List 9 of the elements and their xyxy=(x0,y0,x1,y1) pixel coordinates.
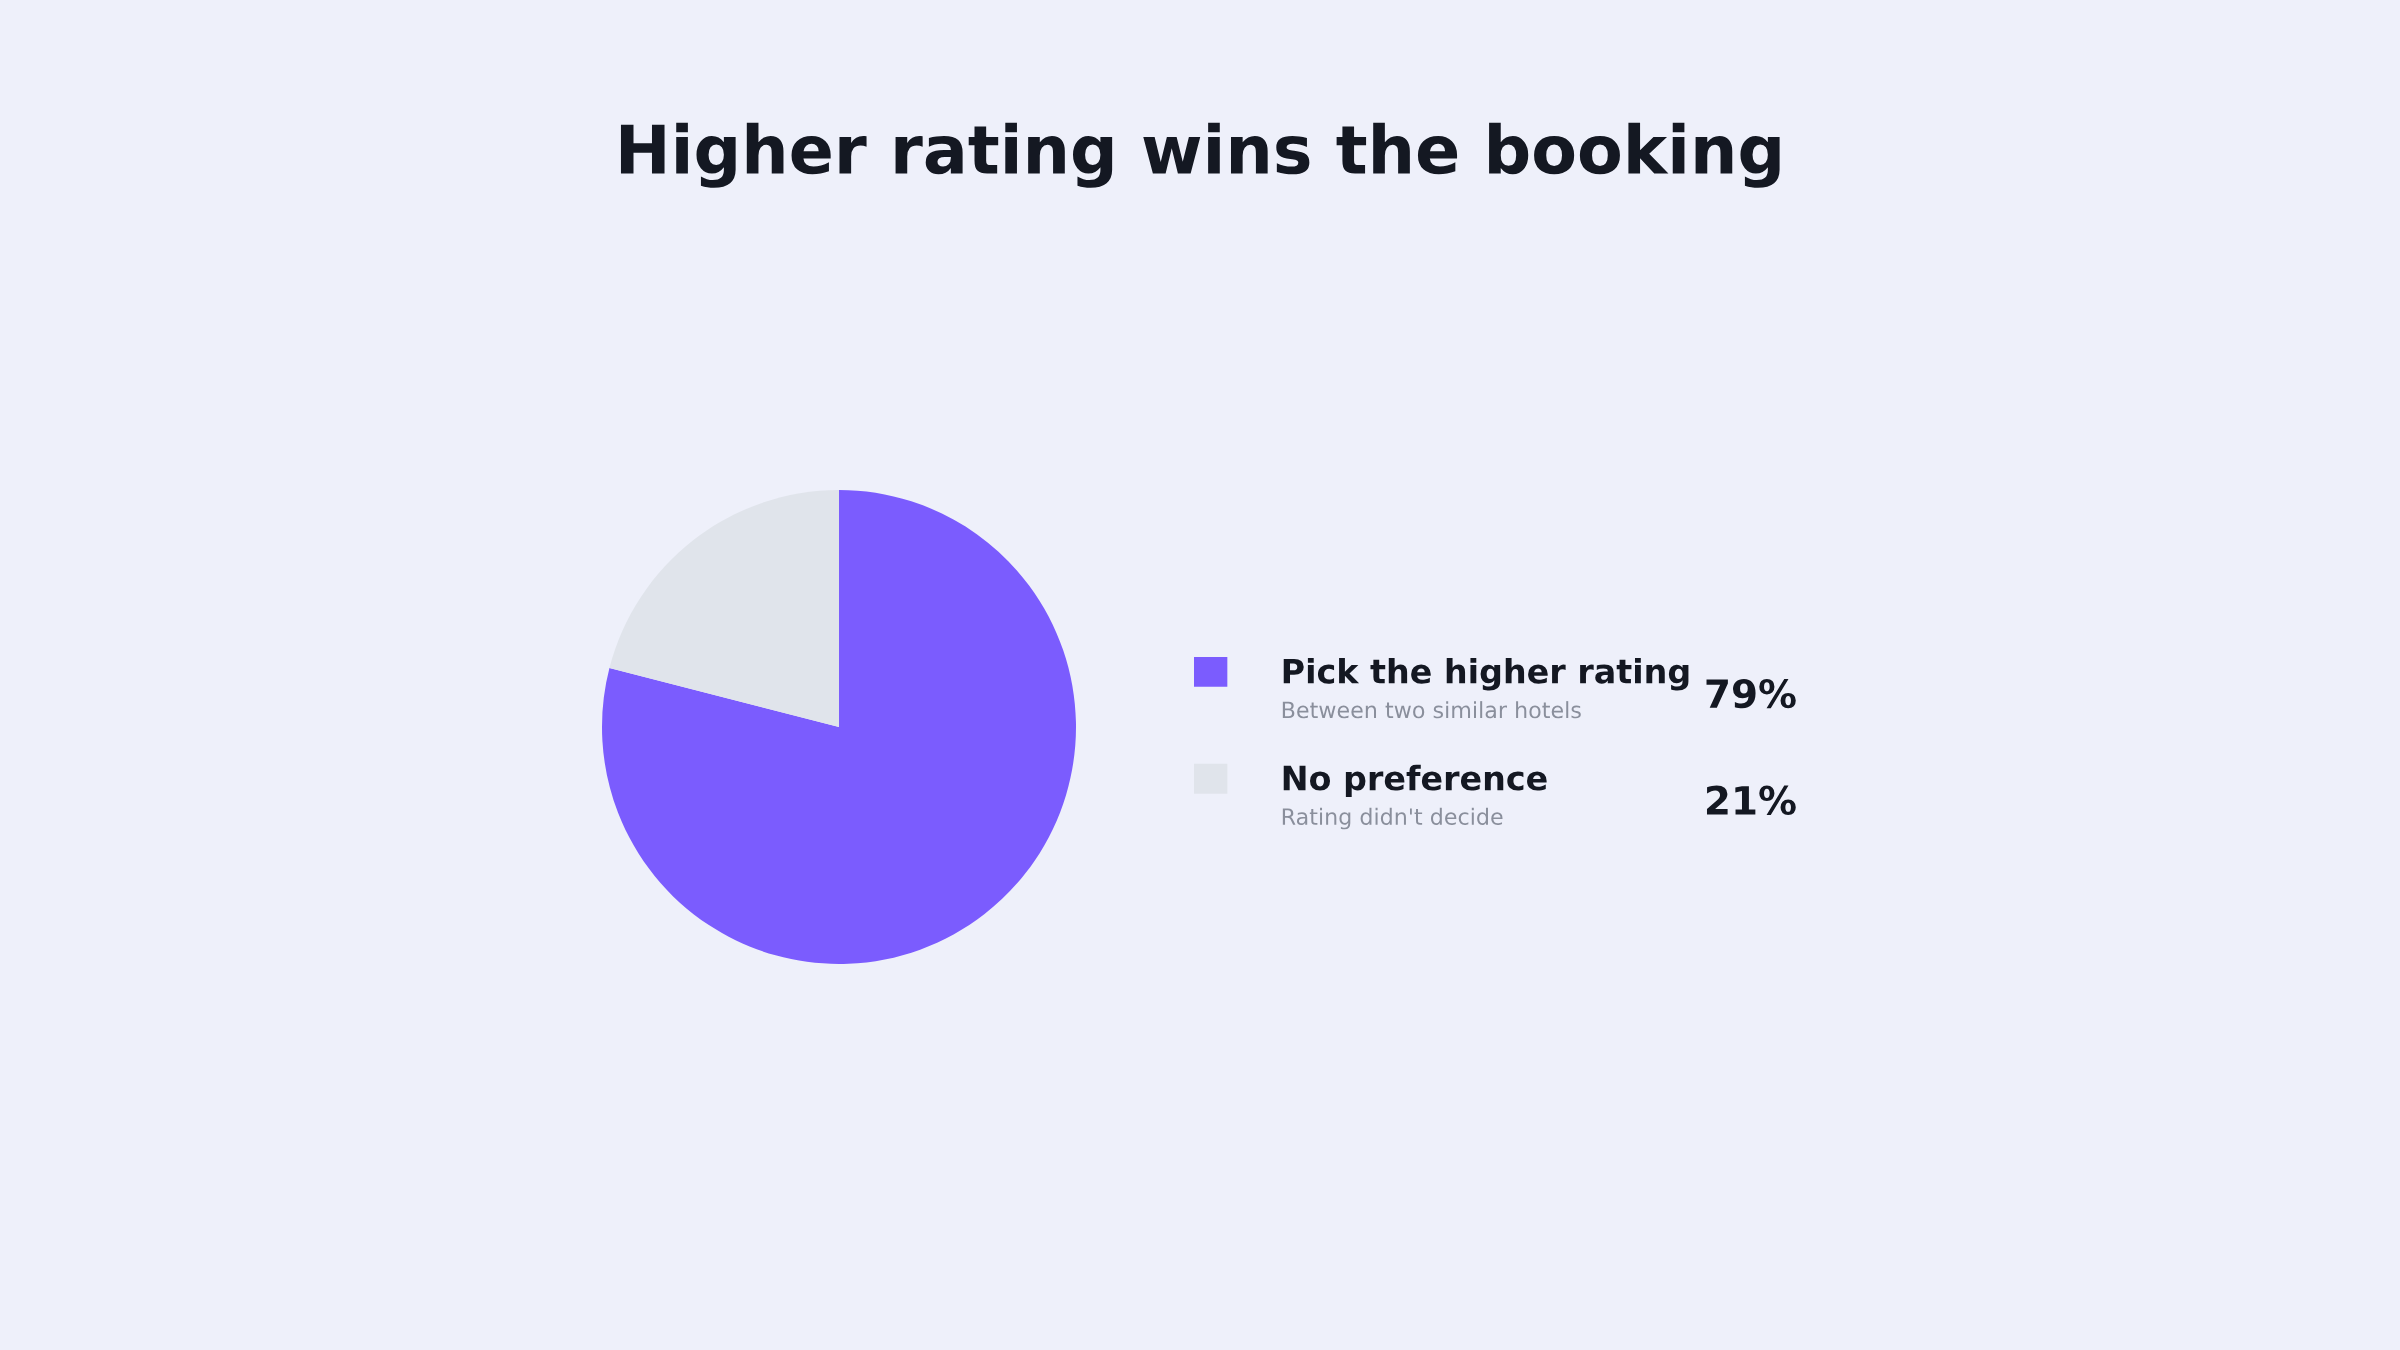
text: Between two similar hotels xyxy=(1282,701,1581,719)
data-label: 79% xyxy=(1706,678,1796,709)
pie-slice xyxy=(609,490,839,727)
pie-slice xyxy=(602,490,1076,964)
text: Rating didn't decide xyxy=(1282,807,1503,830)
chart-title: Higher rating wins the booking xyxy=(620,122,1780,188)
data-label: 21% xyxy=(1706,785,1796,816)
legend-label: No preference xyxy=(1283,764,1547,798)
legend-label: Pick the higher rating xyxy=(1283,657,1689,691)
